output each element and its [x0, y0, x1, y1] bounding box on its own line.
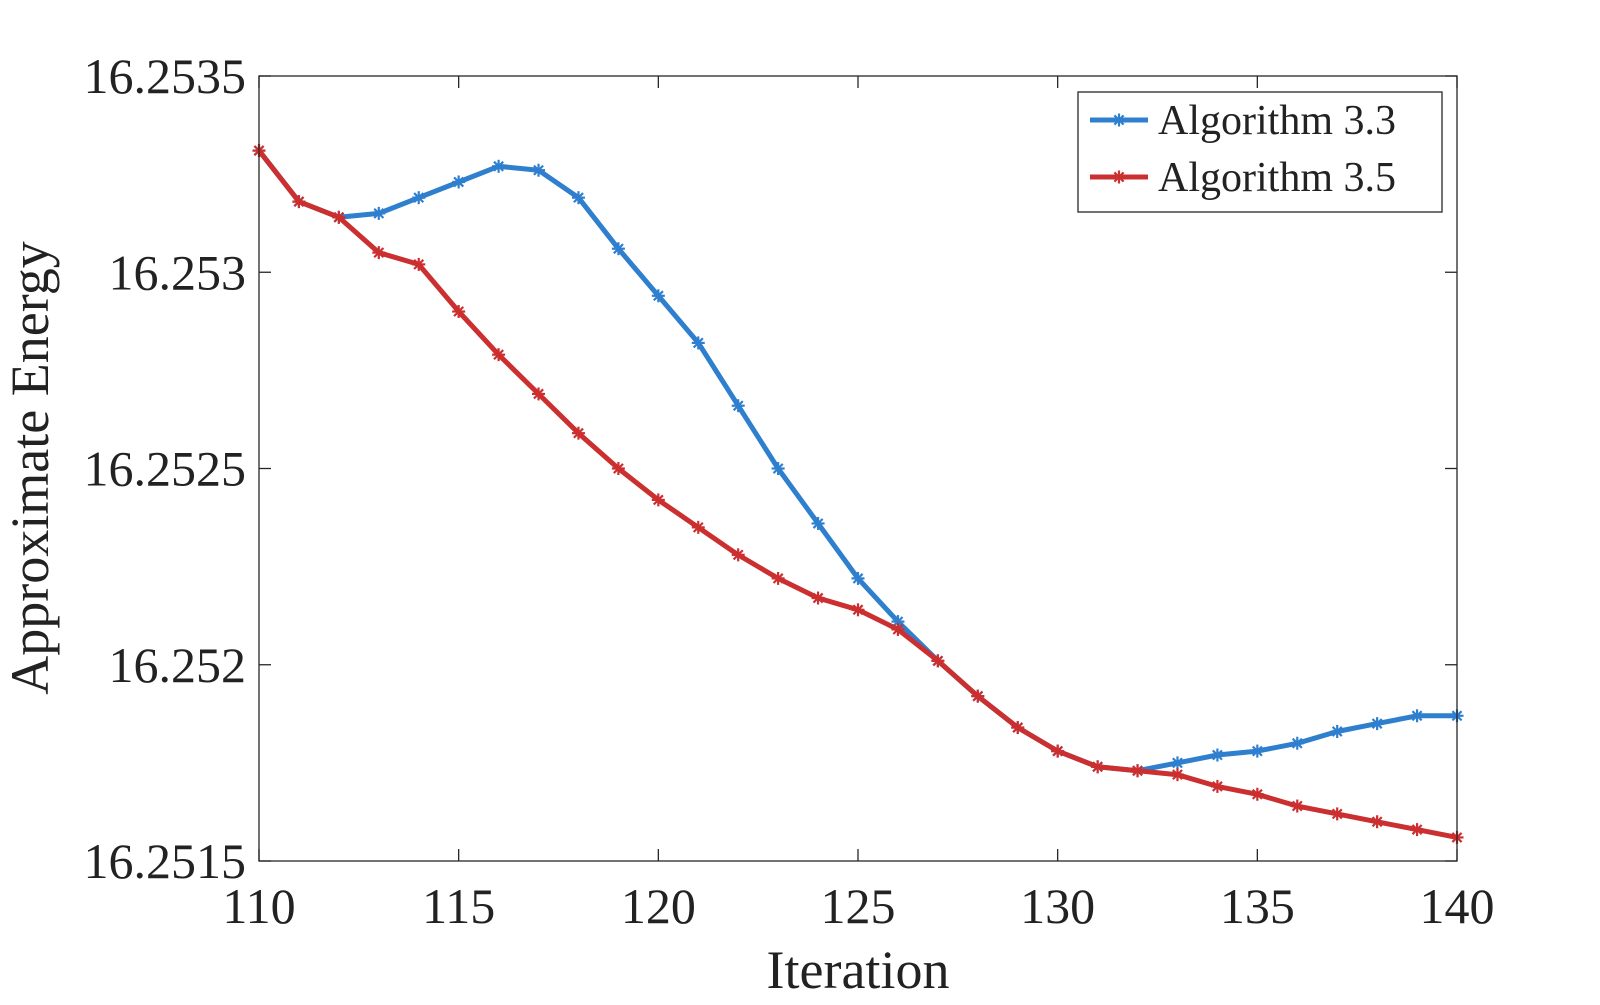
data-point [1170, 768, 1184, 782]
data-point [931, 654, 945, 668]
data-point [1330, 724, 1344, 738]
y-tick-label: 16.2535 [84, 48, 247, 104]
data-point [532, 163, 546, 177]
data-point [452, 305, 466, 318]
x-tick-label: 125 [821, 878, 896, 934]
data-point [1210, 748, 1224, 762]
series-algorithm-3-3 [252, 144, 1464, 778]
legend-entries: Algorithm 3.3 Algorithm 3.5 [1090, 98, 1396, 201]
data-point [891, 622, 905, 636]
data-point [372, 206, 386, 220]
data-point [332, 210, 346, 224]
data-point [971, 689, 985, 703]
x-tick-label: 135 [1220, 878, 1295, 934]
legend-box [1077, 91, 1443, 213]
data-point [611, 462, 625, 475]
data-point [651, 493, 665, 507]
data-point [611, 242, 625, 256]
legend-entry: Algorithm 3.5 [1090, 155, 1396, 201]
data-point [1330, 807, 1344, 821]
legend-marker [1112, 113, 1126, 127]
data-point [1210, 779, 1224, 793]
legend-label: Algorithm 3.5 [1158, 155, 1396, 201]
series-line [256, 148, 1460, 840]
data-point [771, 571, 785, 585]
x-tick-label: 110 [222, 878, 295, 934]
series-layer [252, 144, 1464, 844]
data-point [811, 591, 825, 605]
x-tick-label: 115 [422, 878, 495, 934]
legend-marker [1112, 170, 1126, 184]
x-tick-label: 140 [1420, 878, 1495, 934]
data-point [1011, 721, 1025, 735]
data-point [851, 571, 865, 585]
data-point [691, 520, 705, 534]
data-point [811, 516, 825, 530]
ticks-layer: 110 115 120 125 130 135 140 16.2515 16.252 16.252… [84, 48, 1495, 934]
x-tick-label: 120 [621, 878, 696, 934]
data-point [651, 289, 665, 303]
y-tick-label: 16.2525 [84, 441, 247, 497]
data-point [851, 603, 865, 617]
data-point [1290, 736, 1304, 750]
data-point [1410, 709, 1424, 723]
series-line [256, 148, 1460, 774]
data-point [1370, 815, 1384, 829]
data-point [412, 191, 426, 205]
data-point [1051, 744, 1065, 758]
data-point [1250, 787, 1264, 801]
data-point [571, 191, 585, 205]
data-point [771, 462, 785, 475]
data-point [492, 159, 506, 173]
x-tick-label: 130 [1020, 878, 1095, 934]
data-point [492, 348, 506, 362]
data-point [1250, 744, 1264, 758]
y-tick-label: 16.253 [109, 244, 247, 300]
data-point [1290, 799, 1304, 813]
legend-entry: Algorithm 3.3 [1090, 98, 1396, 144]
data-point [1091, 760, 1105, 774]
data-point [412, 257, 426, 271]
legend-label: Algorithm 3.3 [1158, 98, 1396, 144]
x-axis-label: Iteration [767, 940, 950, 1000]
data-point [1370, 717, 1384, 731]
data-point [372, 246, 386, 260]
y-axis-label: Approximate Energy [0, 241, 60, 694]
data-point [452, 175, 466, 189]
y-tick-label: 16.2515 [84, 833, 247, 889]
data-point [532, 387, 546, 401]
data-point [292, 195, 306, 209]
data-point [1170, 756, 1184, 770]
series-algorithm-3-5 [252, 144, 1464, 844]
data-point [731, 548, 745, 562]
legend: Algorithm 3.3 Algorithm 3.5 [1077, 91, 1443, 213]
data-point [731, 399, 745, 413]
data-point [571, 426, 585, 440]
y-tick-label: 16.252 [109, 637, 247, 693]
data-point [1131, 764, 1145, 778]
data-point [691, 336, 705, 350]
data-point [1410, 823, 1424, 837]
